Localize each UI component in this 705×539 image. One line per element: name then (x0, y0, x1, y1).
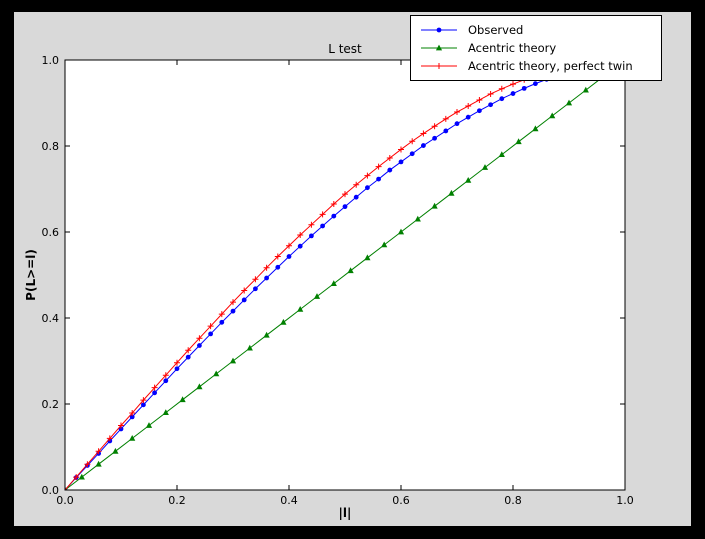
legend-entry: Acentric theory (419, 39, 653, 57)
x-tick-label: 0.4 (280, 494, 298, 507)
y-tick-label: 0.0 (42, 484, 60, 497)
ticks: 0.0 0.2 0.4 0.6 0.8 1.0 0.0 0.2 0.4 0.6 0.8 1.0 (42, 54, 634, 507)
axes-frame (64, 59, 626, 491)
legend-label: Acentric theory (468, 41, 557, 55)
legend-line-sample (421, 27, 457, 33)
plot-area: 0.0 0.2 0.4 0.6 0.8 1.0 0.0 0.2 0.4 0.6 0.8 1.0 (42, 54, 634, 507)
legend: Observed Acentric theory Acentric theory, … (410, 15, 662, 81)
x-tick-label: 0.6 (392, 494, 410, 507)
x-axis-label: |l| (338, 506, 352, 520)
x-tick-label: 0.8 (504, 494, 522, 507)
y-tick-label: 0.2 (42, 398, 60, 411)
legend-line-sample (421, 63, 457, 69)
x-tick-label: 0.2 (168, 494, 186, 507)
series-acentric-theory-perfect-twin (65, 72, 539, 490)
plot-title: L test (328, 42, 362, 56)
legend-entry: Observed (419, 21, 653, 39)
series-observed (65, 76, 549, 490)
legend-entry: Acentric theory, perfect twin (419, 57, 653, 75)
legend-label: Acentric theory, perfect twin (468, 59, 633, 73)
y-tick-label: 1.0 (42, 54, 60, 67)
y-tick-label: 0.6 (42, 226, 60, 239)
y-tick-label: 0.4 (42, 312, 60, 325)
legend-label: Observed (468, 23, 524, 37)
series-acentric-theory (65, 73, 606, 490)
y-tick-label: 0.8 (42, 140, 60, 153)
legend-line-sample (421, 44, 457, 51)
x-tick-label: 0.0 (56, 494, 74, 507)
figure-canvas: 0.0 0.2 0.4 0.6 0.8 1.0 0.0 0.2 0.4 0.6 0.8 1.0 L t… (14, 12, 691, 526)
y-axis-label: P(L>=l) (24, 249, 38, 301)
x-tick-label: 1.0 (616, 494, 634, 507)
